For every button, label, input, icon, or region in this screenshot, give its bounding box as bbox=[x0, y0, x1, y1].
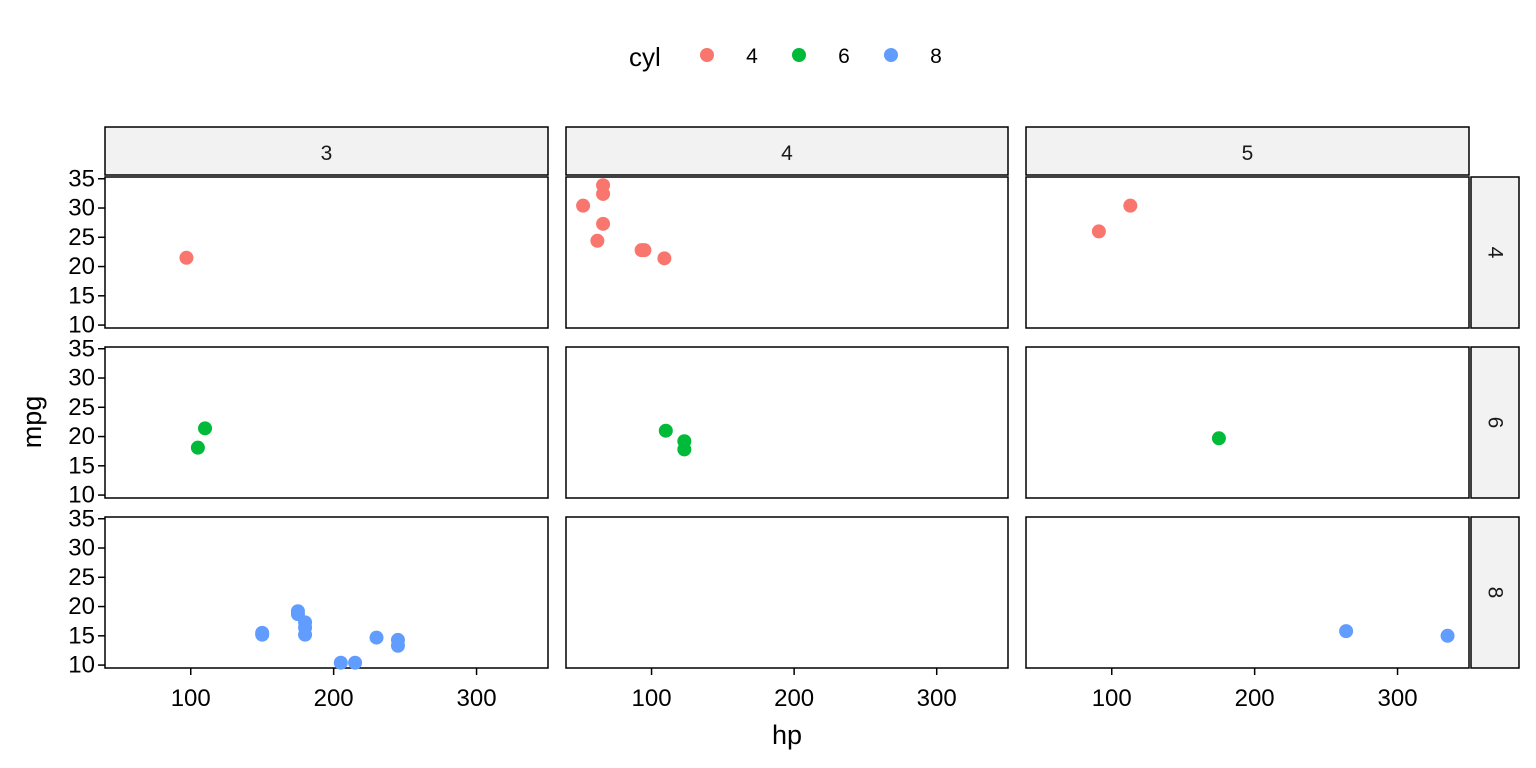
y-tick-label: 15 bbox=[68, 282, 95, 309]
data-point-cyl-6 bbox=[1211, 431, 1226, 446]
panel-8-3 bbox=[104, 516, 549, 669]
y-tick-label: 35 bbox=[68, 505, 95, 532]
facet-label-col-3: 3 bbox=[321, 142, 333, 165]
facet-strip-row-6 bbox=[1470, 346, 1520, 499]
facet-label-row-4: 4 bbox=[1484, 247, 1507, 259]
data-point-cyl-6 bbox=[198, 421, 213, 436]
panel-8-4 bbox=[565, 516, 1009, 669]
x-axis-title: hp bbox=[772, 720, 802, 750]
x-tick-label: 300 bbox=[457, 685, 497, 712]
legend-label-4: 4 bbox=[746, 45, 758, 68]
panel-6-4 bbox=[565, 346, 1009, 499]
y-tick-label: 10 bbox=[68, 312, 95, 339]
x-tick-label: 300 bbox=[1378, 685, 1418, 712]
y-tick-label: 25 bbox=[68, 564, 95, 591]
data-point-cyl-8 bbox=[369, 630, 384, 645]
y-tick-label: 20 bbox=[68, 593, 95, 620]
legend-title: cyl bbox=[629, 42, 661, 72]
legend-key-8 bbox=[884, 48, 898, 62]
data-point-cyl-8 bbox=[390, 638, 405, 653]
y-tick-label: 10 bbox=[68, 652, 95, 679]
facet-strip-col-4 bbox=[565, 126, 1009, 176]
data-point-cyl-4 bbox=[1091, 224, 1106, 239]
y-tick-label: 35 bbox=[68, 335, 95, 362]
data-point-cyl-4 bbox=[657, 251, 672, 266]
y-tick-label: 25 bbox=[68, 394, 95, 421]
data-point-cyl-6 bbox=[677, 442, 692, 457]
data-point-cyl-4 bbox=[634, 243, 649, 258]
data-point-cyl-4 bbox=[179, 250, 194, 265]
data-point-cyl-6 bbox=[190, 440, 205, 455]
data-point-cyl-4 bbox=[596, 186, 611, 201]
y-tick-label: 30 bbox=[68, 195, 95, 222]
y-tick-label: 35 bbox=[68, 165, 95, 192]
y-tick-label: 20 bbox=[68, 253, 95, 280]
x-tick-label: 100 bbox=[632, 685, 672, 712]
facet-strip-row-4 bbox=[1470, 176, 1520, 329]
x-tick-label: 200 bbox=[1235, 685, 1275, 712]
data-point-cyl-8 bbox=[1440, 628, 1455, 643]
facet-strip-col-3 bbox=[104, 126, 549, 176]
data-point-cyl-8 bbox=[290, 604, 305, 619]
panel-4-3 bbox=[104, 176, 549, 329]
x-tick-label: 200 bbox=[314, 685, 354, 712]
data-point-cyl-8 bbox=[298, 627, 313, 642]
panel-4-5 bbox=[1025, 176, 1470, 329]
data-point-cyl-4 bbox=[576, 198, 591, 213]
legend-label-6: 6 bbox=[838, 45, 850, 68]
y-tick-label: 20 bbox=[68, 423, 95, 450]
y-axis-title: mpg bbox=[17, 396, 47, 449]
data-point-cyl-8 bbox=[1339, 624, 1354, 639]
data-point-cyl-8 bbox=[255, 627, 270, 642]
facet-strip-col-5 bbox=[1025, 126, 1470, 176]
y-tick-label: 30 bbox=[68, 535, 95, 562]
panel-6-5 bbox=[1025, 346, 1470, 499]
y-tick-label: 15 bbox=[68, 452, 95, 479]
facet-label-row-8: 8 bbox=[1484, 587, 1507, 599]
panel-4-4 bbox=[565, 176, 1009, 329]
data-point-cyl-4 bbox=[590, 233, 605, 248]
legend-label-8: 8 bbox=[930, 45, 942, 68]
data-point-cyl-6 bbox=[658, 423, 673, 438]
data-point-cyl-8 bbox=[298, 615, 313, 630]
facet-strip-row-8 bbox=[1470, 516, 1520, 669]
panel-8-5 bbox=[1025, 516, 1470, 669]
facet-label-col-5: 5 bbox=[1242, 142, 1254, 165]
data-point-cyl-8 bbox=[333, 655, 348, 670]
data-point-cyl-4 bbox=[596, 216, 611, 231]
y-tick-label: 25 bbox=[68, 224, 95, 251]
facet-label-row-6: 6 bbox=[1484, 417, 1507, 429]
x-tick-label: 100 bbox=[171, 685, 211, 712]
data-point-cyl-8 bbox=[348, 655, 363, 670]
facet-label-col-4: 4 bbox=[781, 142, 793, 165]
y-tick-label: 30 bbox=[68, 365, 95, 392]
y-tick-label: 15 bbox=[68, 622, 95, 649]
x-tick-label: 200 bbox=[774, 685, 814, 712]
data-point-cyl-4 bbox=[1123, 198, 1138, 213]
x-tick-label: 300 bbox=[917, 685, 957, 712]
legend-key-4 bbox=[700, 48, 714, 62]
legend-key-6 bbox=[792, 48, 806, 62]
y-tick-label: 10 bbox=[68, 482, 95, 509]
x-tick-label: 100 bbox=[1092, 685, 1132, 712]
panel-6-3 bbox=[104, 346, 549, 499]
